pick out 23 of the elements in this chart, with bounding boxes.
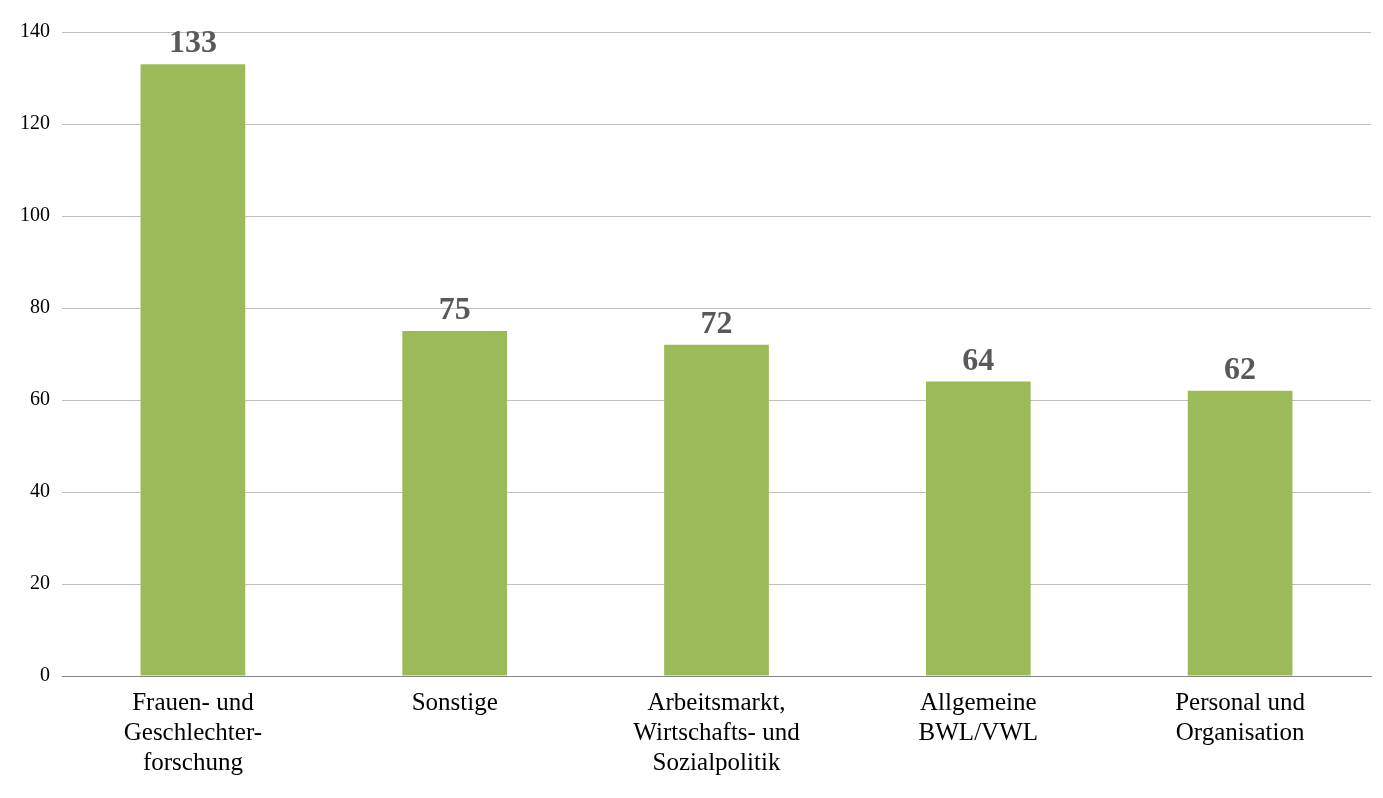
y-tick-label: 120 <box>20 111 50 134</box>
y-tick-label: 60 <box>30 387 50 410</box>
x-tick-label: Arbeitsmarkt, Wirtschafts- und Sozialpolitik <box>633 687 801 775</box>
x-tick-label: Sonstige <box>411 687 498 715</box>
y-tick-label: 140 <box>20 19 50 42</box>
data-label: 133 <box>168 23 217 60</box>
y-tick-label: 100 <box>20 203 50 226</box>
bar <box>925 381 1031 676</box>
y-tick-label: 20 <box>30 571 50 594</box>
x-tick-label: Personal und Organisation <box>1175 687 1306 745</box>
bar <box>1187 390 1293 676</box>
y-tick-label: 0 <box>40 663 50 686</box>
bar <box>140 64 246 676</box>
data-label: 72 <box>700 304 733 341</box>
x-tick-label: Frauen- und Geschlechter- forschung <box>123 687 263 775</box>
y-tick-label: 80 <box>30 295 50 318</box>
data-label: 62 <box>1224 350 1257 387</box>
y-tick-label: 40 <box>30 479 50 502</box>
data-label: 64 <box>962 340 995 377</box>
data-label: 75 <box>438 290 471 327</box>
x-tick-label: Allgemeine BWL/VWL <box>918 687 1039 745</box>
bar <box>402 331 508 676</box>
bar <box>664 344 769 676</box>
